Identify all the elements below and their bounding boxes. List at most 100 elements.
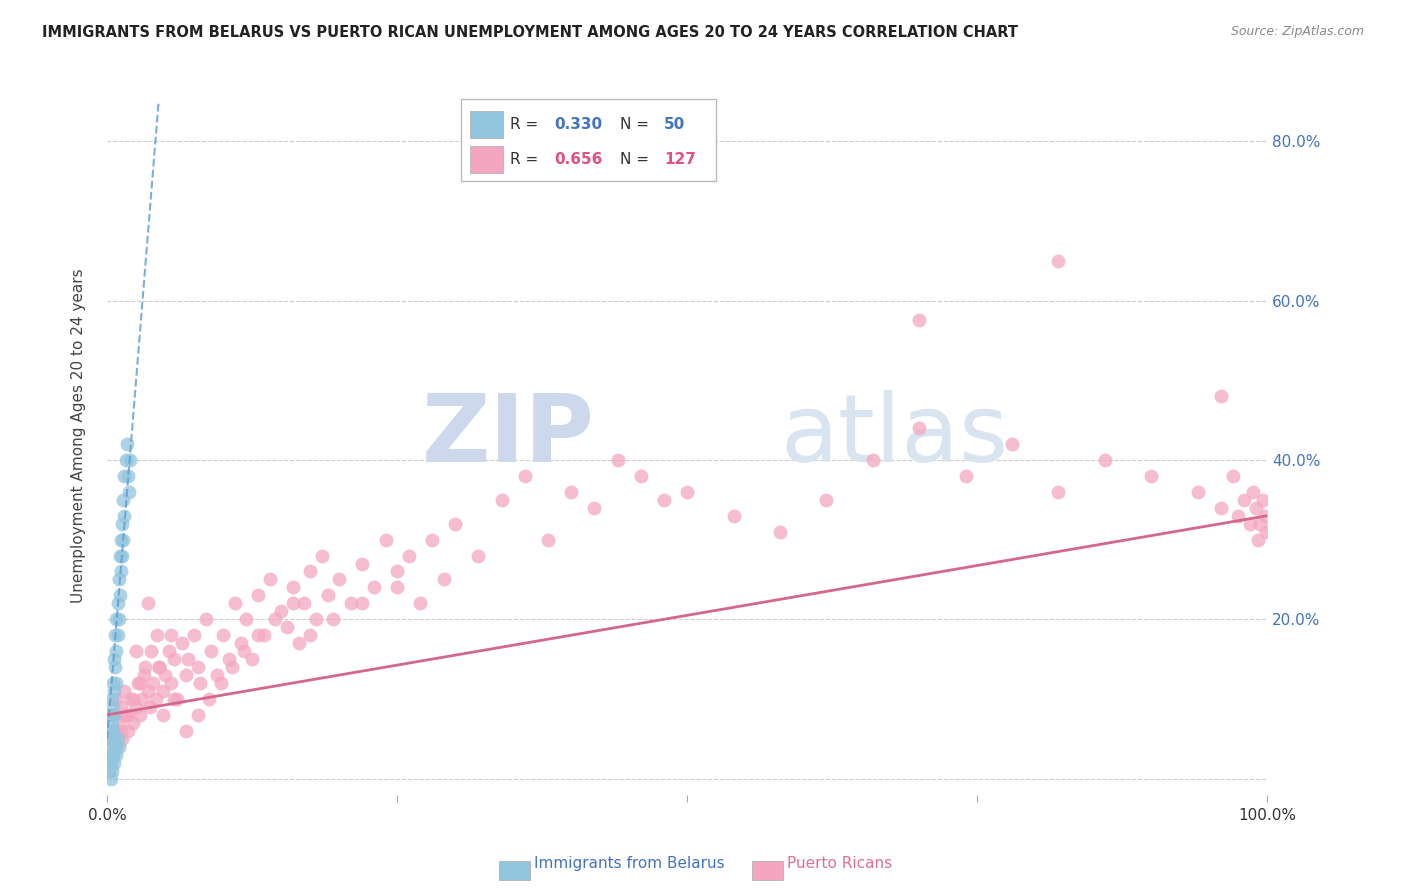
Point <box>107 731 129 746</box>
Point <box>100 723 122 738</box>
Point <box>128 676 150 690</box>
Point <box>107 739 129 754</box>
Point <box>174 668 197 682</box>
Point <box>311 549 333 563</box>
Point <box>104 739 127 754</box>
Point <box>769 524 792 539</box>
Point <box>513 468 536 483</box>
Point <box>104 660 127 674</box>
Point <box>103 652 125 666</box>
Point <box>172 636 194 650</box>
Point <box>188 676 211 690</box>
Point <box>209 676 232 690</box>
Point <box>110 533 132 547</box>
Point <box>110 700 132 714</box>
Point <box>101 707 124 722</box>
Point <box>114 707 136 722</box>
Point <box>107 715 129 730</box>
Point <box>107 573 129 587</box>
Point <box>125 700 148 714</box>
Point <box>908 313 931 327</box>
Point <box>235 612 257 626</box>
Point <box>1094 453 1116 467</box>
Point <box>101 747 124 762</box>
Point <box>187 660 209 674</box>
Point <box>98 756 121 770</box>
Point <box>105 747 128 762</box>
Point <box>114 468 136 483</box>
Point <box>224 596 246 610</box>
Point <box>246 588 269 602</box>
Point <box>114 707 136 722</box>
Point <box>103 707 125 722</box>
Point <box>363 581 385 595</box>
Point <box>1140 468 1163 483</box>
Text: N =: N = <box>620 117 654 132</box>
Point <box>420 533 443 547</box>
Point <box>107 628 129 642</box>
Point <box>117 707 139 722</box>
Point <box>166 692 188 706</box>
Point <box>136 684 159 698</box>
Point <box>264 612 287 626</box>
Point <box>114 684 136 698</box>
Point <box>352 557 374 571</box>
Text: IMMIGRANTS FROM BELARUS VS PUERTO RICAN UNEMPLOYMENT AMONG AGES 20 TO 24 YEARS C: IMMIGRANTS FROM BELARUS VS PUERTO RICAN … <box>42 25 1018 40</box>
Point <box>221 660 243 674</box>
Point <box>1233 492 1256 507</box>
Point <box>583 500 606 515</box>
Point <box>100 756 122 770</box>
Point <box>955 468 977 483</box>
Point <box>104 723 127 738</box>
Point <box>101 700 124 714</box>
Point <box>194 612 217 626</box>
Point <box>145 692 167 706</box>
Text: 0.330: 0.330 <box>554 117 602 132</box>
Point <box>163 692 186 706</box>
Point <box>409 596 432 610</box>
Point <box>1209 500 1232 515</box>
Point <box>98 764 121 778</box>
Point <box>112 533 135 547</box>
Point <box>322 612 344 626</box>
Point <box>152 684 174 698</box>
Point <box>110 565 132 579</box>
Point <box>1209 389 1232 403</box>
Point <box>105 739 128 754</box>
Point <box>117 468 139 483</box>
Point <box>1187 484 1209 499</box>
Point <box>1241 484 1264 499</box>
Point <box>108 588 131 602</box>
Point <box>157 644 180 658</box>
Point <box>240 652 263 666</box>
Point <box>1251 492 1274 507</box>
Point <box>118 484 141 499</box>
Point <box>1254 508 1277 523</box>
Point <box>134 668 156 682</box>
Point <box>1001 437 1024 451</box>
Point <box>103 756 125 770</box>
Point <box>1227 508 1250 523</box>
Point <box>104 628 127 642</box>
Point <box>560 484 582 499</box>
Point <box>120 692 142 706</box>
Point <box>163 652 186 666</box>
Point <box>723 508 745 523</box>
Point <box>160 676 183 690</box>
Point <box>398 549 420 563</box>
Point <box>146 628 169 642</box>
Point <box>281 596 304 610</box>
Point <box>270 604 292 618</box>
Point <box>125 644 148 658</box>
Point <box>121 715 143 730</box>
Point <box>218 652 240 666</box>
Point <box>432 573 454 587</box>
Point <box>111 549 134 563</box>
Point <box>259 573 281 587</box>
Point <box>105 644 128 658</box>
Point <box>1249 516 1271 531</box>
Point <box>281 581 304 595</box>
Point <box>467 549 489 563</box>
Point <box>328 573 350 587</box>
Point <box>103 684 125 698</box>
